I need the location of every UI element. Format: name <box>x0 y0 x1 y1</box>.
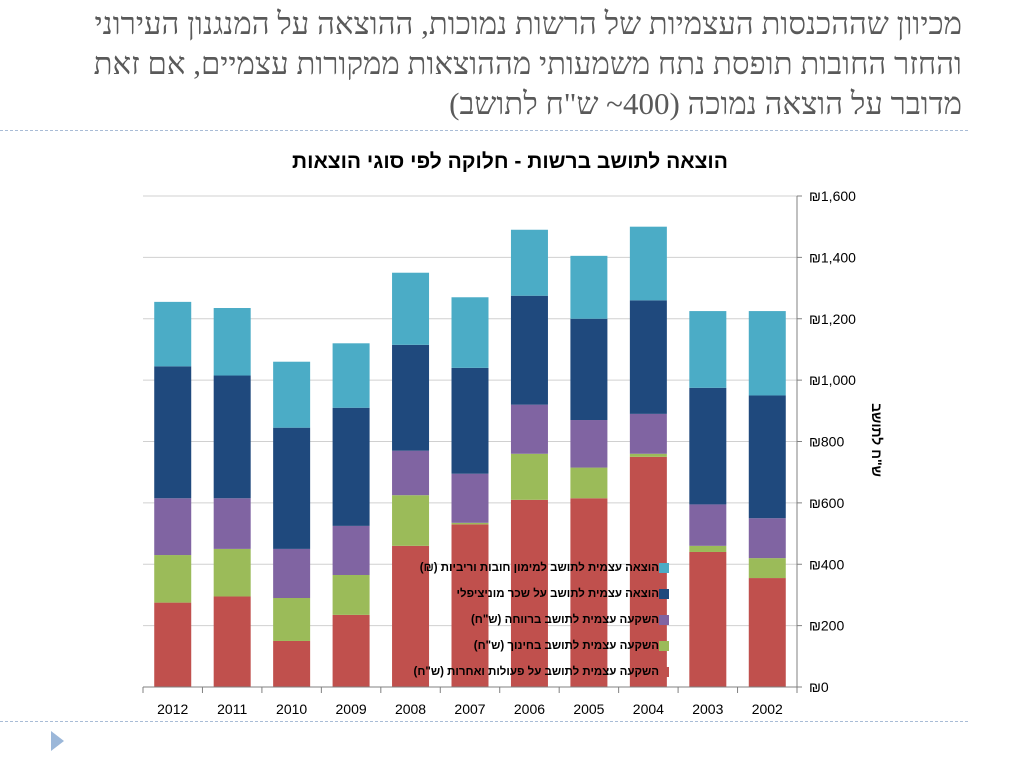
bar-segment <box>629 413 667 454</box>
x-tick-label: 2006 <box>514 701 545 717</box>
bar-segment <box>451 297 489 368</box>
bar-segment <box>451 367 489 474</box>
y-tick-label: ₪400 <box>809 556 844 572</box>
bar-segment <box>273 598 311 641</box>
footer-divider <box>0 721 968 722</box>
slide-title: מכיוון שההכנסות העצמיות של הרשות נמוכות,… <box>93 6 962 121</box>
bar-segment <box>748 578 786 687</box>
bar-segment <box>748 558 786 579</box>
bar-segment <box>510 453 548 500</box>
legend-swatch <box>659 615 669 625</box>
bar-segment <box>273 427 311 549</box>
y-tick-label: ₪200 <box>809 618 844 634</box>
legend-label: השקעה עצמית לתושב על פעולות ואחרות (ש"ח) <box>413 666 659 678</box>
bar-segment <box>748 395 786 519</box>
axes: ₪0 ₪200 ₪400 ₪600 ₪800 ₪1,000 ₪1,200 ₪1,400 ₪1,6… <box>142 188 856 717</box>
next-slide-arrow-icon[interactable] <box>51 731 64 751</box>
x-tick-label: 2009 <box>336 701 367 717</box>
x-tick-label: 2004 <box>633 701 664 717</box>
y-tick-label: ₪600 <box>809 495 844 511</box>
bar-segment <box>451 524 489 687</box>
legend-item: השקעה עצמית לתושב ברווחה (ש"ח) <box>385 607 675 633</box>
bar-segment <box>510 404 548 454</box>
bar-segment <box>392 545 430 687</box>
title-divider <box>0 130 968 131</box>
legend-label: הוצאה עצמית לתושב על שכר מוניציפלי <box>456 588 659 600</box>
bar-segment <box>570 420 608 468</box>
bar-segment <box>570 467 608 499</box>
legend-item: הוצאה עצמית לתושב למימון חובות וריביות (… <box>385 555 675 581</box>
bar-segment <box>689 551 727 687</box>
x-tick-label: 2012 <box>157 701 188 717</box>
y-axis-title: ש"ח לתושב <box>869 403 885 477</box>
x-tick-label: 2010 <box>276 701 307 717</box>
bar-segment <box>689 311 727 388</box>
bar-segment <box>510 229 548 296</box>
y-tick-label: ₪1,000 <box>809 372 856 388</box>
legend-item: הוצאה עצמית לתושב על שכר מוניציפלי <box>385 581 675 607</box>
chart-title: הוצאה לתושב ברשות - חלוקה לפי סוגי הוצאו… <box>292 150 728 173</box>
bar-segment <box>154 301 192 367</box>
y-tick-label: ₪0 <box>809 679 829 695</box>
x-tick-label: 2005 <box>573 701 604 717</box>
legend-swatch <box>659 667 669 677</box>
bar-segment <box>392 344 430 451</box>
bar-segment <box>629 300 667 414</box>
bar-segment <box>332 343 370 408</box>
legend-swatch <box>659 641 669 651</box>
legend-swatch <box>659 563 669 573</box>
bar-segment <box>510 295 548 405</box>
bar-segment <box>154 602 192 687</box>
bar-segment <box>332 407 370 526</box>
bar-segment <box>570 255 608 319</box>
bar-segment <box>213 308 251 376</box>
legend-item: השקעה עצמית לתושב על פעולות ואחרות (ש"ח) <box>385 659 675 685</box>
bar-segment <box>392 272 430 345</box>
bar-segment <box>392 450 430 496</box>
bar-segment <box>570 318 608 421</box>
bar-segment <box>332 525 370 575</box>
bar-segment <box>332 574 370 615</box>
legend-swatch <box>659 589 669 599</box>
bar-segment <box>748 311 786 396</box>
y-tick-label: ₪800 <box>809 434 844 450</box>
bar-segment <box>273 640 311 687</box>
x-tick-label: 2011 <box>217 701 247 717</box>
bar-segment <box>570 498 608 687</box>
bar-segment <box>213 498 251 549</box>
bar-stacks <box>154 226 786 687</box>
bar-segment <box>629 226 667 301</box>
bar-segment <box>392 495 430 546</box>
bar-segment <box>154 366 192 499</box>
bar-segment <box>689 504 727 546</box>
x-tick-label: 2008 <box>395 701 426 717</box>
bar-segment <box>213 596 251 687</box>
chart-legend: הוצאה עצמית לתושב למימון חובות וריביות (… <box>385 555 675 685</box>
bar-segment <box>154 498 192 556</box>
y-tick-label: ₪1,200 <box>809 311 856 327</box>
x-tick-label: 2002 <box>752 701 783 717</box>
legend-label: הוצאה עצמית לתושב למימון חובות וריביות (… <box>419 562 659 574</box>
legend-label: השקעה עצמית לתושב בחינוך (ש"ח) <box>473 640 659 652</box>
bar-segment <box>629 453 667 457</box>
bar-segment <box>154 555 192 603</box>
bar-segment <box>213 548 251 597</box>
y-tick-label: ₪1,600 <box>809 188 856 204</box>
bar-segment <box>451 522 489 525</box>
bar-segment <box>451 473 489 523</box>
legend-label: השקעה עצמית לתושב ברווחה (ש"ח) <box>470 614 659 626</box>
bar-segment <box>273 361 311 428</box>
bar-segment <box>689 387 727 505</box>
bar-segment <box>213 375 251 499</box>
bar-segment <box>510 499 548 687</box>
bar-segment <box>689 545 727 552</box>
y-tick-label: ₪1,400 <box>809 249 856 265</box>
bar-segment <box>273 548 311 599</box>
bar-segment <box>332 614 370 687</box>
bar-segment <box>748 518 786 559</box>
x-tick-label: 2007 <box>454 701 485 717</box>
x-tick-label: 2003 <box>692 701 723 717</box>
legend-item: השקעה עצמית לתושב בחינוך (ש"ח) <box>385 633 675 659</box>
